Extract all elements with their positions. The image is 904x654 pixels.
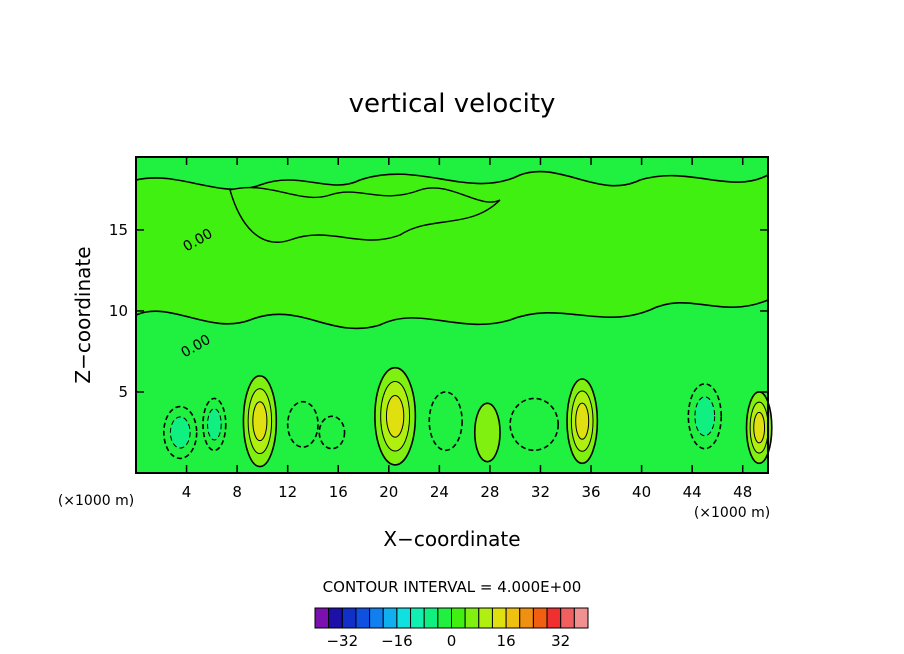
contour-cell-6 <box>374 366 417 466</box>
colorbar-swatch <box>341 607 357 629</box>
contour-ring <box>753 411 766 444</box>
colorbar-swatch <box>573 607 589 629</box>
y-tick-label: 15 <box>109 221 128 239</box>
x-unit-right: (×1000 m) <box>694 505 770 521</box>
plot-frame <box>135 156 769 474</box>
y-axis-label: Z−coordinate <box>71 246 95 383</box>
contour-ring <box>509 397 559 452</box>
colorbar-swatch <box>328 607 343 629</box>
contour-cell-5 <box>318 415 346 450</box>
contour-ring <box>385 394 405 438</box>
contour-cell-2 <box>202 397 227 452</box>
x-tick-label: 28 <box>480 483 499 501</box>
contour-cell-9 <box>509 397 559 452</box>
x-axis-label: X−coordinate <box>383 527 520 551</box>
contour-cell-7 <box>428 391 463 452</box>
colorbar: −32 −16 0 16 32 <box>314 607 589 650</box>
contour-ring <box>473 402 501 463</box>
colorbar-swatch <box>369 607 384 629</box>
colorbar-swatch <box>314 607 330 629</box>
x-tick-label: 16 <box>329 483 348 501</box>
chart-title: vertical velocity <box>349 89 556 119</box>
colorbar-swatch <box>423 607 439 629</box>
contour-cell-10 <box>566 378 599 465</box>
contour-ring <box>286 400 319 448</box>
x-tick-label: 24 <box>430 483 449 501</box>
x-tick-label: 40 <box>632 483 651 501</box>
colorbar-swatch <box>519 607 534 629</box>
colorbar-swatch <box>396 607 412 629</box>
x-tick-label: 48 <box>733 483 752 501</box>
y-tick-label: 5 <box>118 383 128 401</box>
x-tick-label: 8 <box>232 483 242 501</box>
colorbar-swatch <box>355 607 371 629</box>
colorbar-tick-label: −16 <box>381 632 413 650</box>
colorbar-swatch <box>451 607 466 629</box>
colorbar-swatch <box>464 607 480 629</box>
x-tick-label: 4 <box>182 483 192 501</box>
contour-ring <box>318 415 346 450</box>
colorbar-tick-label: 0 <box>447 632 457 650</box>
colorbar-swatch <box>478 607 493 629</box>
x-unit-left: (×1000 m) <box>58 493 134 509</box>
contour-cell-11 <box>687 383 723 450</box>
x-tick-label: 20 <box>379 483 398 501</box>
x-tick-label: 12 <box>278 483 297 501</box>
contour-cell-1 <box>163 405 198 460</box>
colorbar-swatch <box>437 607 453 629</box>
contour-cell-3 <box>242 374 278 468</box>
x-tick-label: 36 <box>581 483 600 501</box>
contour-ring <box>207 408 222 441</box>
x-tick-label: 44 <box>683 483 702 501</box>
colorbar-swatch <box>410 607 425 629</box>
contour-interval-label: CONTOUR INTERVAL = 4.000E+00 <box>323 578 582 596</box>
contour-ring <box>575 402 590 440</box>
colorbar-swatch <box>560 607 575 629</box>
colorbar-swatch <box>532 607 548 629</box>
upper-field-core <box>229 186 501 243</box>
contour-ring <box>169 416 191 449</box>
colorbar-swatch <box>546 607 562 629</box>
colorbar-swatch <box>382 607 398 629</box>
colorbar-swatch <box>505 607 521 629</box>
contour-ring <box>428 391 463 452</box>
contour-cell-4 <box>286 400 319 448</box>
colorbar-tick-label: 32 <box>551 632 570 650</box>
colorbar-swatch <box>491 607 507 629</box>
contour-ring <box>694 396 716 437</box>
x-tick-label: 32 <box>531 483 550 501</box>
contour-cell-8 <box>473 402 501 463</box>
colorbar-tick-label: 16 <box>497 632 516 650</box>
colorbar-tick-label: −32 <box>326 632 358 650</box>
y-tick-label: 10 <box>109 302 128 320</box>
contour-ring <box>252 401 268 442</box>
